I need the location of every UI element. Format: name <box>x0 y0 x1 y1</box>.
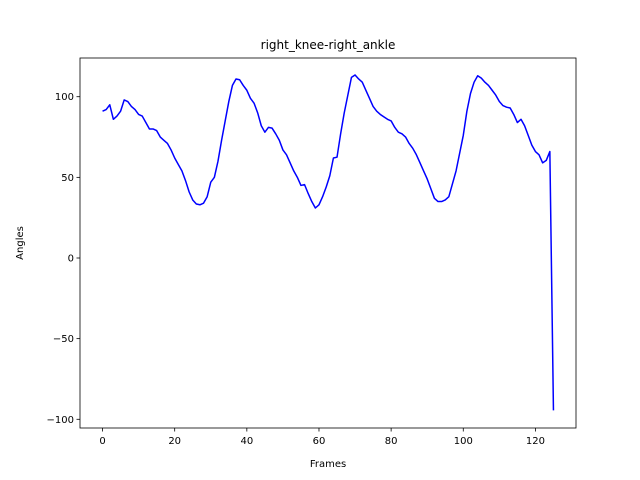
x-tick-label: 120 <box>526 436 545 447</box>
y-tick-label: −50 <box>53 334 74 345</box>
y-tick-label: 100 <box>55 92 74 103</box>
x-tick-label: 0 <box>99 436 105 447</box>
y-tick-label: −100 <box>47 415 74 426</box>
chart-title: right_knee-right_ankle <box>261 38 396 52</box>
y-tick-label: 50 <box>61 173 74 184</box>
x-tick-label: 20 <box>168 436 181 447</box>
data-line <box>102 74 555 411</box>
y-tick-label: 0 <box>68 254 74 265</box>
x-axis-label: Frames <box>310 459 346 470</box>
y-axis-label: Angles <box>15 226 26 260</box>
x-tick-label: 100 <box>454 436 473 447</box>
x-tick-label: 60 <box>313 436 326 447</box>
x-tick-label: 80 <box>385 436 398 447</box>
plot-frame <box>79 57 577 429</box>
x-tick-label: 40 <box>240 436 253 447</box>
